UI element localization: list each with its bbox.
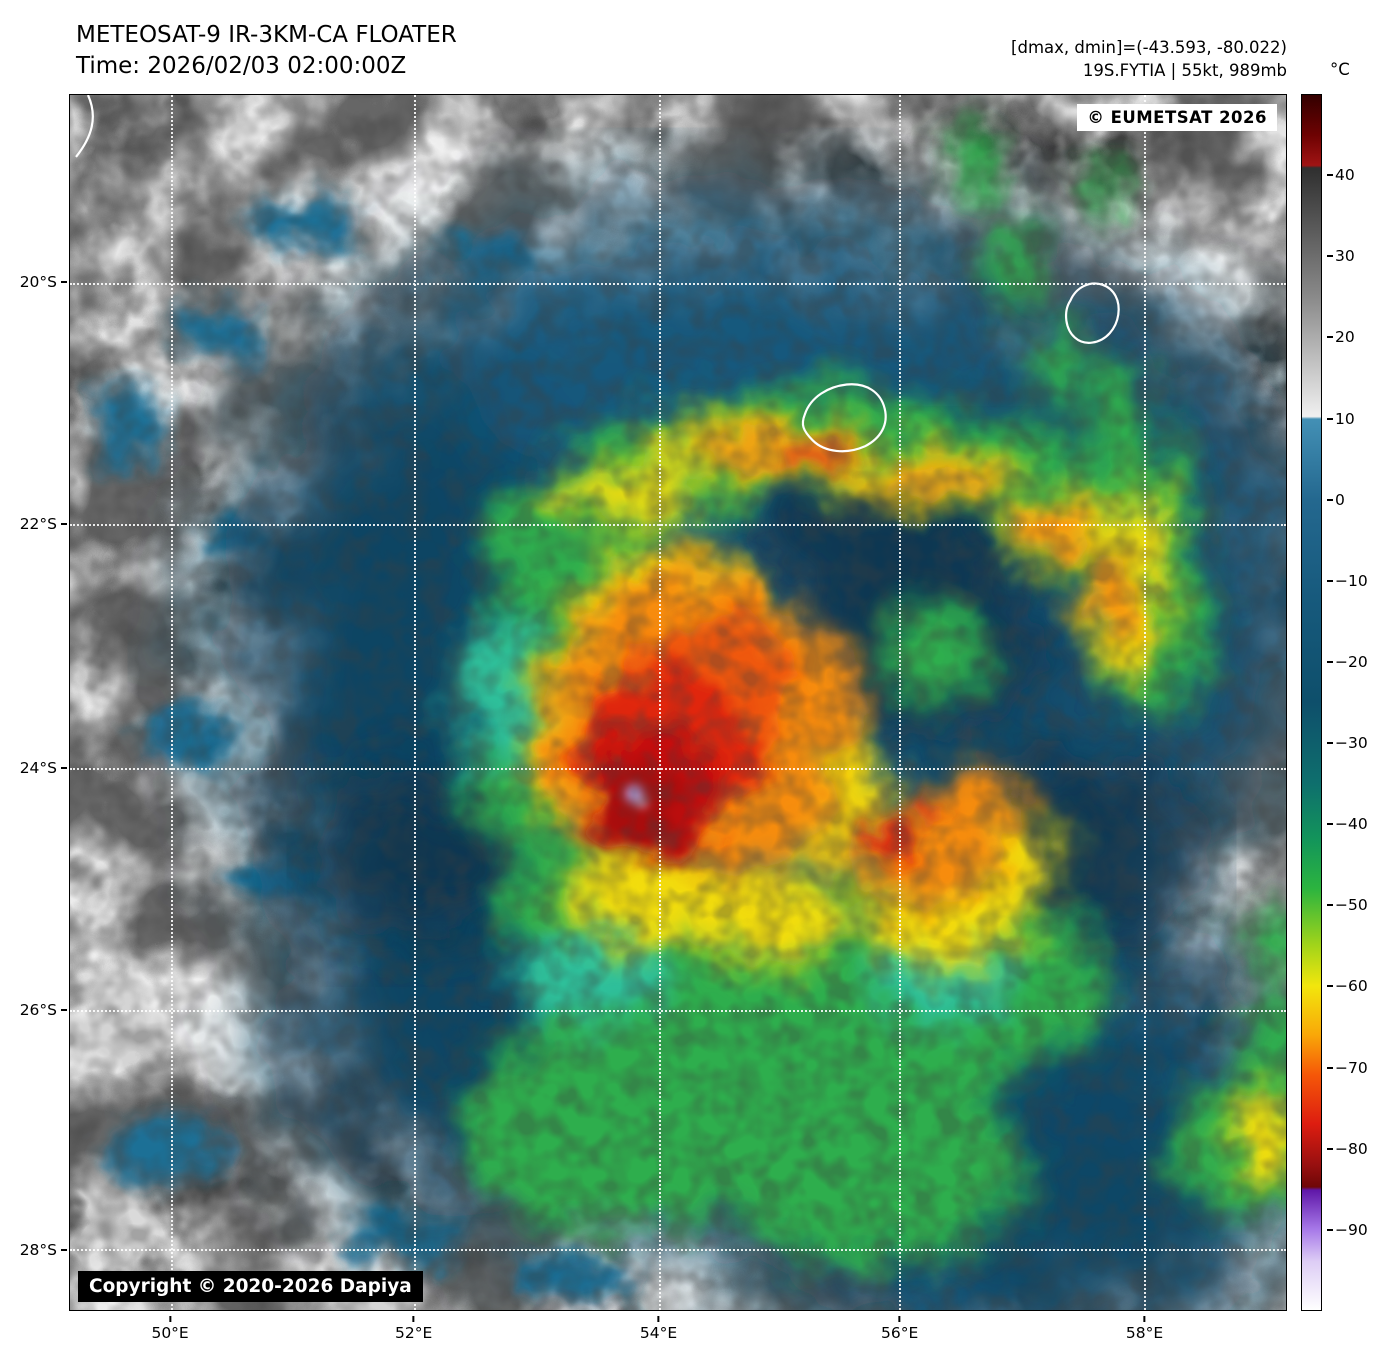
colorbar-tick-label: −90 [1335, 1220, 1368, 1239]
eumetsat-badge: © EUMETSAT 2026 [1077, 104, 1277, 131]
coastline-top-left [75, 95, 94, 158]
colorbar-tick-label: 0 [1335, 490, 1345, 509]
product-time: Time: 2026/02/03 02:00:00Z [76, 53, 407, 79]
satellite-scene [70, 95, 1286, 1310]
colorbar-tick-label: −80 [1335, 1139, 1368, 1158]
dmax-dmin-label: [dmax, dmin]=(-43.593, -80.022) [1011, 38, 1287, 57]
colorbar-tick-label: −60 [1335, 977, 1368, 996]
lat-axis: 20°S 22°S 24°S 26°S 28°S [0, 94, 63, 1311]
copyright-badge: Copyright © 2020-2026 Dapiya [78, 1271, 423, 1302]
colorbar-tick-label: 40 [1335, 166, 1355, 185]
lon-tick-label: 54°E [639, 1324, 678, 1342]
colorbar-tick-label: −50 [1335, 896, 1368, 915]
colorbar-tick-label: −70 [1335, 1058, 1368, 1077]
colorbar-tick-label: −10 [1335, 571, 1368, 590]
header-title-block: METEOSAT-9 IR-3KM-CA FLOATER Time: 2026/… [76, 20, 457, 82]
lat-tick-label: 24°S [19, 759, 57, 778]
lat-tick-label: 28°S [19, 1241, 57, 1260]
lat-tick-label: 26°S [19, 1001, 57, 1020]
lat-tick-label: 20°S [19, 273, 57, 292]
lon-tick-label: 50°E [151, 1324, 189, 1342]
lat-tick-label: 22°S [19, 514, 57, 533]
header-meta-block: [dmax, dmin]=(-43.593, -80.022) 19S.FYTI… [1011, 36, 1287, 82]
lon-tick-label: 56°E [881, 1324, 919, 1342]
colorbar-tick-label: −30 [1335, 734, 1368, 753]
storm-info-label: 19S.FYTIA | 55kt, 989mb [1082, 61, 1287, 80]
colorbar-tick-label: −40 [1335, 815, 1368, 834]
colorbar [1301, 94, 1322, 1311]
reunion-island-outline [801, 383, 887, 453]
colorbar-tick-label: 10 [1335, 409, 1355, 428]
colorbar-gradient [1302, 95, 1321, 1310]
lon-axis: 50°E 52°E 54°E 56°E 58°E [69, 1317, 1287, 1345]
colorbar-unit-label: °C [1330, 60, 1350, 79]
colorbar-tick-label: −20 [1335, 652, 1368, 671]
product-title: METEOSAT-9 IR-3KM-CA FLOATER [76, 22, 457, 48]
satellite-map: © EUMETSAT 2026 Copyright © 2020-2026 Da… [69, 94, 1287, 1311]
lon-tick-label: 52°E [395, 1324, 433, 1342]
colorbar-tick-label: 30 [1335, 247, 1355, 266]
lon-tick-label: 58°E [1125, 1324, 1164, 1342]
colorbar-tick-label: 20 [1335, 328, 1355, 347]
colorbar-labels: 40 30 20 10 0 −10 −20 −30 −40 −50 −60 −70 −80 −90 [1328, 94, 1388, 1311]
